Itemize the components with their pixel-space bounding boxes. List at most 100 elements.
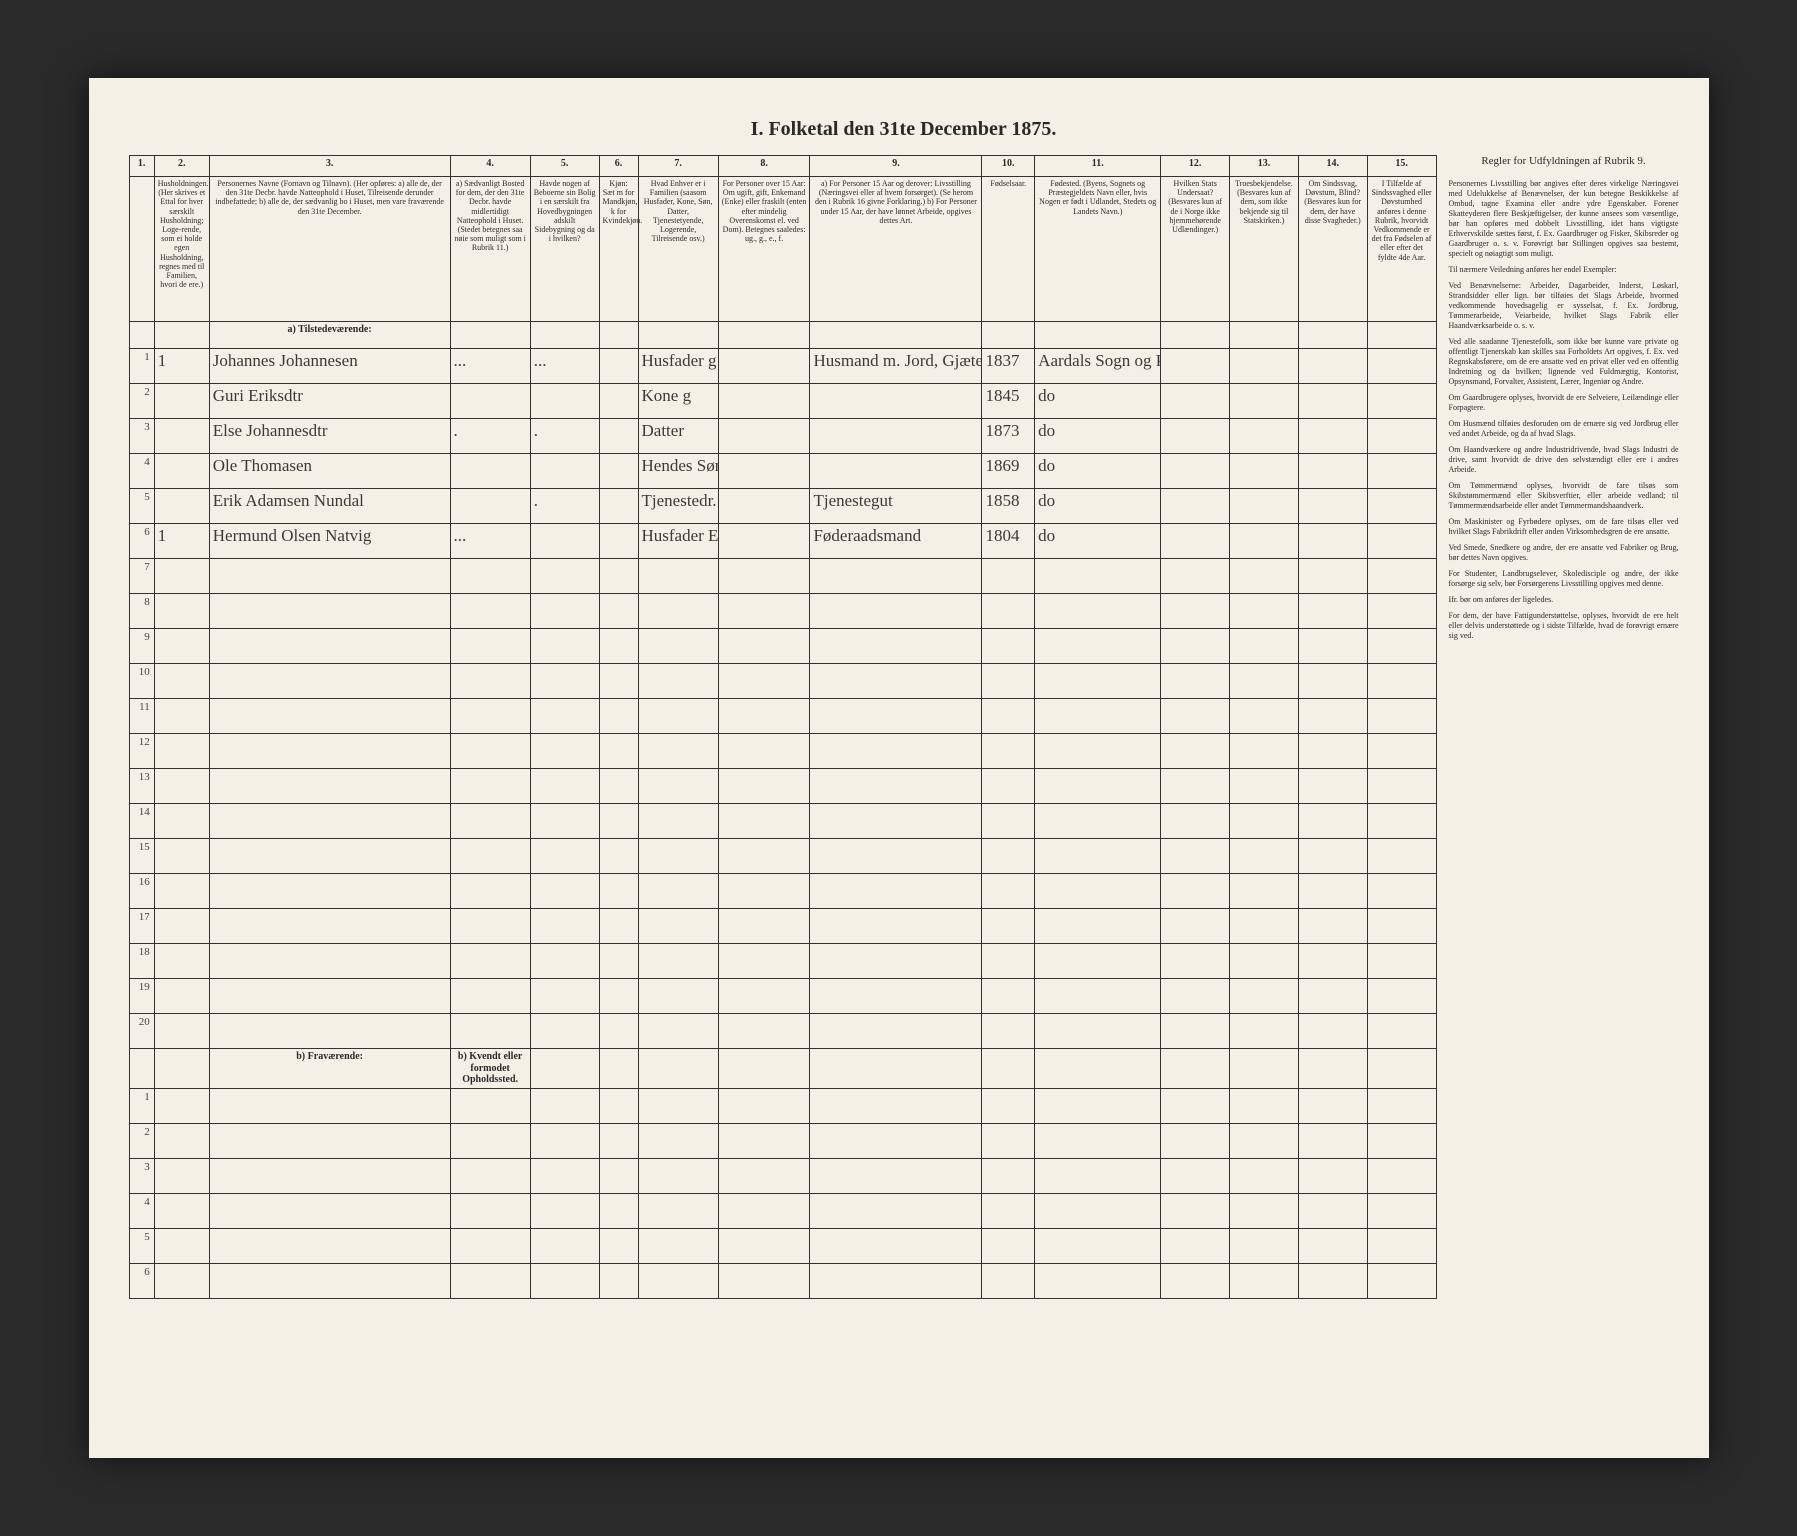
cell	[718, 384, 810, 419]
cell	[1367, 699, 1436, 734]
col-head: a) Sædvanligt Bosted for dem, der den 31…	[450, 177, 530, 322]
cell	[1298, 944, 1367, 979]
col-head: Personernes Navne (Fornavn og Tilnavn). …	[209, 177, 450, 322]
cell	[154, 839, 209, 874]
cell	[810, 1263, 982, 1298]
cell	[810, 1014, 982, 1049]
cell	[982, 594, 1035, 629]
col-head	[129, 177, 154, 322]
cell	[982, 769, 1035, 804]
row-num: 4	[129, 1193, 154, 1228]
cell	[209, 839, 450, 874]
cell	[1161, 594, 1230, 629]
cell	[638, 909, 718, 944]
cell	[810, 454, 982, 489]
cell	[718, 944, 810, 979]
cell	[1161, 1088, 1230, 1123]
row-num: 7	[129, 559, 154, 594]
cell	[982, 1158, 1035, 1193]
cell: do	[1035, 419, 1161, 454]
row-num: 11	[129, 699, 154, 734]
rules-para: Om Husmænd tilføies desforuden om de ern…	[1449, 419, 1679, 439]
cell	[638, 839, 718, 874]
cell	[599, 1014, 638, 1049]
cell	[982, 559, 1035, 594]
cell	[1298, 804, 1367, 839]
cell	[530, 769, 599, 804]
cell: 1	[154, 524, 209, 559]
cell	[1230, 384, 1299, 419]
cell	[450, 559, 530, 594]
cell	[530, 979, 599, 1014]
cell	[982, 1228, 1035, 1263]
cell	[718, 699, 810, 734]
cell	[718, 1263, 810, 1298]
cell	[718, 419, 810, 454]
cell	[530, 629, 599, 664]
cell	[1035, 1158, 1161, 1193]
cell: Kone g	[638, 384, 718, 419]
cell	[1230, 1263, 1299, 1298]
cell	[209, 1193, 450, 1228]
cell	[154, 629, 209, 664]
rules-para: Til nærmere Veiledning anføres her endel…	[1449, 265, 1679, 275]
rules-para: Ifr. bør om anføres der ligeledes.	[1449, 595, 1679, 605]
cell	[1035, 629, 1161, 664]
cell	[1367, 1193, 1436, 1228]
cell	[1035, 1228, 1161, 1263]
cell: .	[530, 419, 599, 454]
cell	[982, 909, 1035, 944]
cell	[638, 1193, 718, 1228]
row-num: 8	[129, 594, 154, 629]
cell	[982, 1123, 1035, 1158]
cell	[450, 384, 530, 419]
cell	[209, 1263, 450, 1298]
cell: Else Johannesdtr	[209, 419, 450, 454]
cell	[154, 804, 209, 839]
cell	[810, 1123, 982, 1158]
rules-para: Om Tømmermænd oplyses, hvorvidt de fare …	[1449, 481, 1679, 511]
cell	[154, 699, 209, 734]
col-num: 9.	[810, 156, 982, 177]
cell	[530, 454, 599, 489]
cell	[450, 909, 530, 944]
cell: Hermund Olsen Natvig	[209, 524, 450, 559]
cell	[1367, 594, 1436, 629]
cell	[530, 664, 599, 699]
cell	[209, 594, 450, 629]
cell	[154, 1263, 209, 1298]
page-title: I. Folketal den 31te December 1875.	[129, 118, 1679, 141]
cell	[1161, 839, 1230, 874]
cell	[1298, 909, 1367, 944]
cell	[810, 664, 982, 699]
cell	[1298, 1088, 1367, 1123]
cell	[1230, 734, 1299, 769]
table-row: 12	[129, 734, 1436, 769]
table-row: 6	[129, 1263, 1436, 1298]
row-num: 9	[129, 629, 154, 664]
cell	[638, 559, 718, 594]
cell	[638, 804, 718, 839]
cell: Husmand m. Jord, Gjæter	[810, 349, 982, 384]
rules-para: Om Haandværkere og andre Industridrivend…	[1449, 445, 1679, 475]
cell	[599, 1228, 638, 1263]
cell	[982, 944, 1035, 979]
cell	[1367, 769, 1436, 804]
cell	[810, 734, 982, 769]
cell	[599, 1263, 638, 1298]
cell	[1367, 839, 1436, 874]
cell	[1161, 1193, 1230, 1228]
table-row: 4	[129, 1193, 1436, 1228]
cell	[530, 1263, 599, 1298]
cell	[1367, 384, 1436, 419]
row-num: 5	[129, 489, 154, 524]
cell: Johannes Johannesen	[209, 349, 450, 384]
cell	[810, 594, 982, 629]
col-head: Fødested. (Byens, Sognets og Præstegjeld…	[1035, 177, 1161, 322]
cell	[450, 1158, 530, 1193]
cell: Aardals Sogn og Pr.	[1035, 349, 1161, 384]
cell	[530, 839, 599, 874]
cell	[1161, 769, 1230, 804]
table-row: 1	[129, 1088, 1436, 1123]
cell	[530, 1193, 599, 1228]
